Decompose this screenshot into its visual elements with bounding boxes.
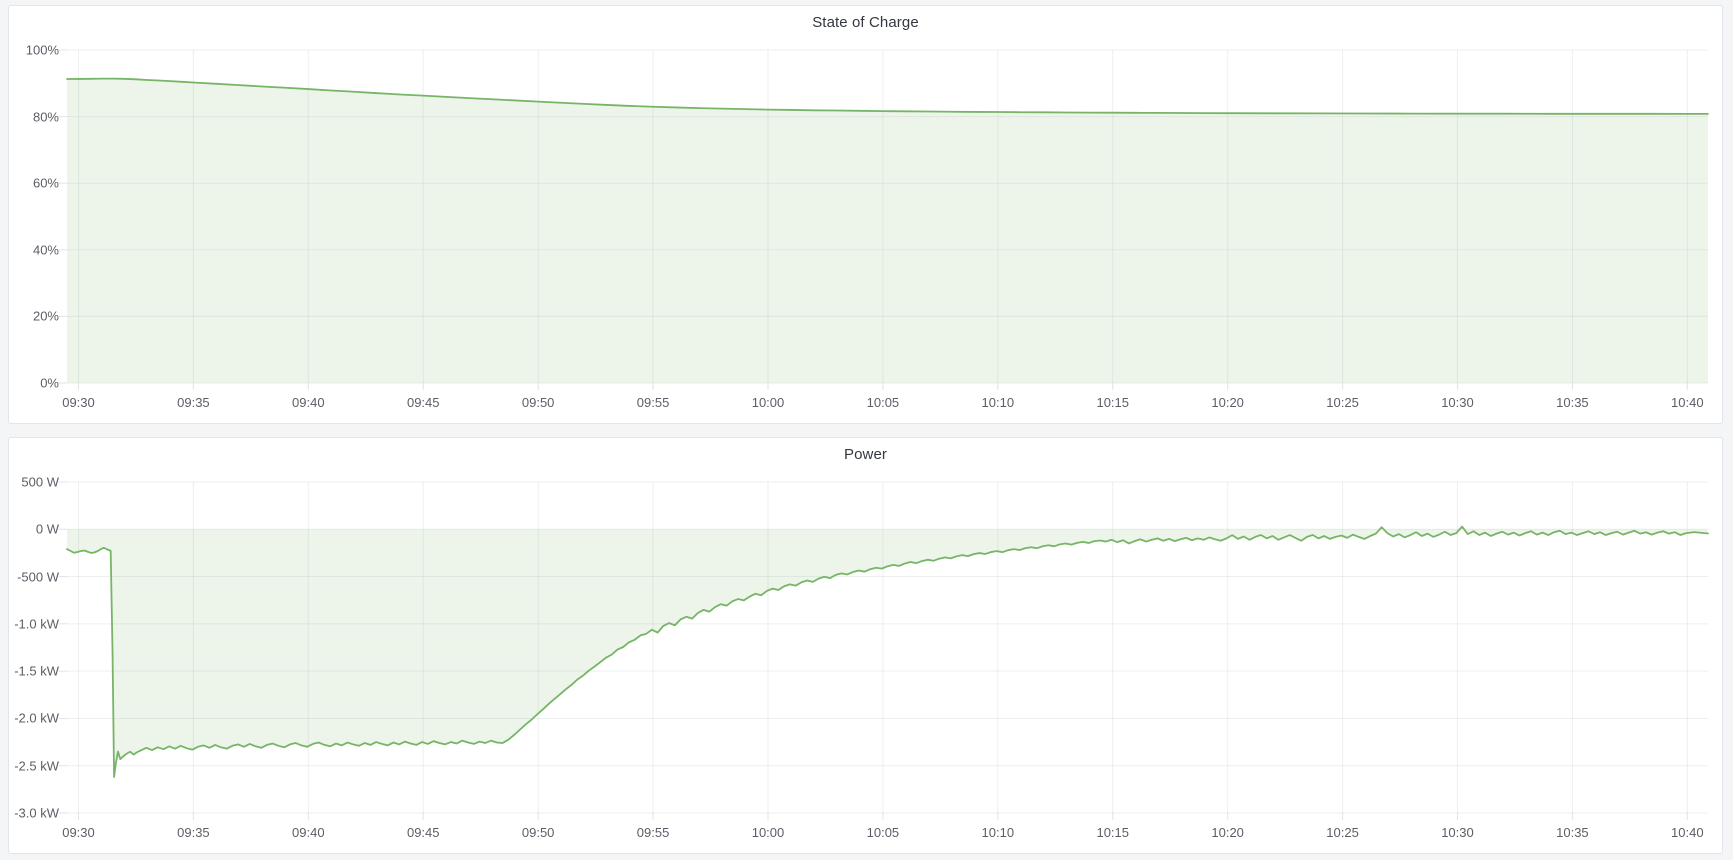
y-tick-label: -500 W [17,569,59,585]
series-area-fill [67,526,1708,778]
x-tick-label: 10:40 [1671,825,1704,840]
x-tick-label: 09:50 [521,825,555,840]
series-line [67,79,1708,114]
x-tick-label: 10:35 [1556,395,1589,410]
x-tick-label: 10:20 [1211,825,1244,840]
x-axis: 09:30 09:35 09:40 09:45 09:50 09:55 10:00 10:05… [62,395,1708,413]
y-tick-label: 20% [32,308,59,324]
y-tick-label: 80% [32,109,59,125]
x-tick-label: 10:00 [751,825,785,840]
x-tick-label: 09:40 [292,395,325,410]
y-tick-label: 0% [40,375,59,391]
y-tick-label: 40% [32,242,59,258]
y-tick-label: 100% [25,42,59,58]
x-tick-label: 10:35 [1556,825,1589,840]
y-tick-label: 0 W [35,521,59,537]
x-tick-label: 09:55 [636,395,670,410]
x-tick-label: 10:30 [1441,825,1474,840]
x-tick-label: 10:05 [866,395,900,410]
y-tick-label: -1.5 kW [14,663,59,679]
y-axis: 500 W 0 W -500 W -1.0 kW -1.5 kW -2.0 kW -2.5 … [9,475,59,821]
y-axis: 100% 80% 60% 40% 20% 0% [9,43,59,391]
x-tick-label: 09:35 [177,825,210,840]
y-tick-label: 500 W [21,474,59,490]
x-tick-label: 09:55 [636,825,670,840]
state-of-charge-plot-area[interactable] [67,50,1708,383]
power-plot-area[interactable] [67,482,1708,813]
x-tick-label: 10:25 [1326,825,1359,840]
x-tick-label: 10:00 [751,395,785,410]
x-tick-label: 09:30 [62,825,95,840]
x-tick-label: 10:15 [1096,395,1130,410]
y-tick-label: -2.0 kW [14,710,59,726]
x-tick-label: 09:40 [292,825,325,840]
x-tick-label: 09:45 [406,395,440,410]
panel-title-power[interactable]: Power [843,445,888,463]
series-area-fill [67,78,1708,383]
x-tick-label: 10:40 [1671,395,1704,410]
plot-region [67,50,1708,383]
plot-region [67,482,1708,813]
power-chart: 500 W 0 W -500 W -1.0 kW -1.5 kW -2.0 kW -2.5 … [9,470,1722,853]
x-tick-label: 10:05 [866,825,900,840]
panel-title-state-of-charge[interactable]: State of Charge [812,13,919,31]
x-tick-label: 09:35 [177,395,210,410]
state-of-charge-panel: State of Charge 100% 80% 60% 40% 20% 0% 09:30… [8,5,1723,424]
x-axis: 09:30 09:35 09:40 09:45 09:50 09:55 10:00 10:05… [62,825,1708,843]
y-tick-label: -2.5 kW [14,758,59,774]
x-tick-label: 10:20 [1211,395,1244,410]
x-tick-label: 09:45 [406,825,440,840]
x-tick-label: 09:50 [521,395,555,410]
state-of-charge-chart: 100% 80% 60% 40% 20% 0% 09:30 09:35 09:40 09:45 0… [9,38,1722,423]
x-tick-label: 09:30 [62,395,95,410]
x-tick-label: 10:30 [1441,395,1474,410]
power-panel: Power 500 W 0 W -500 W -1.0 kW -1.5 kW -2.0 k… [8,437,1723,854]
y-tick-label: 60% [32,175,59,191]
x-tick-label: 10:10 [981,395,1015,410]
x-tick-label: 10:25 [1326,395,1359,410]
x-tick-label: 10:10 [981,825,1015,840]
x-tick-label: 10:15 [1096,825,1130,840]
series-line [67,527,1708,777]
y-tick-label: -1.0 kW [14,616,59,632]
y-tick-label: -3.0 kW [14,805,59,821]
